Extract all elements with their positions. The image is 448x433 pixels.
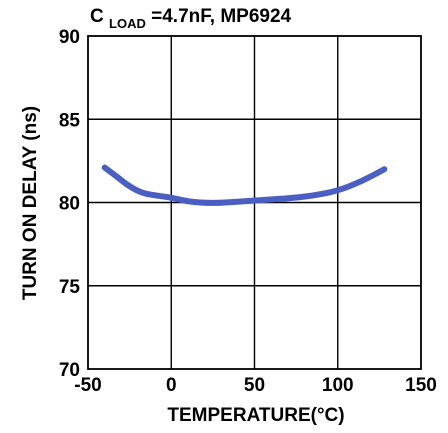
- series-layer: [101, 164, 388, 206]
- y-tick-label: 75: [59, 277, 81, 298]
- plot-frame: [87, 35, 422, 370]
- x-tick-label: -50: [74, 375, 101, 396]
- x-tick-label: 0: [166, 375, 177, 396]
- y-axis-title: TURN ON DELAY (ns): [20, 106, 41, 300]
- y-tick-label: 70: [59, 360, 80, 381]
- x-tick-label: 150: [405, 375, 437, 396]
- x-tick-label: 50: [244, 375, 265, 396]
- chart-title-prefix: C: [90, 6, 104, 27]
- chart-title-suffix: =4.7nF, MP6924: [151, 6, 291, 27]
- y-tick-label: 80: [59, 194, 80, 215]
- x-tick-label: 100: [322, 375, 354, 396]
- y-tick-label: 85: [59, 110, 81, 131]
- chart-title: C LOAD =4.7nF, MP6924: [90, 6, 292, 33]
- x-tick-labels: -50 0 50 100 150: [74, 375, 437, 396]
- y-tick-label: 90: [59, 27, 80, 48]
- y-tick-labels: 70 75 80 85 90: [59, 27, 81, 381]
- chart-title-subscript: LOAD: [109, 16, 146, 31]
- series-line-0: [101, 164, 388, 206]
- plot-border: [87, 35, 422, 370]
- x-axis-title: TEMPERATURE(°C): [167, 405, 344, 426]
